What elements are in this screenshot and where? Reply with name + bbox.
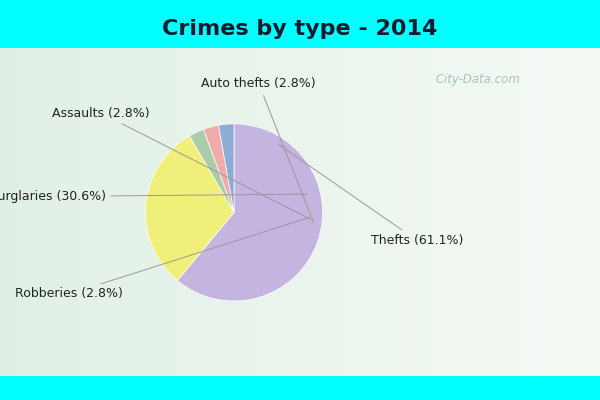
Wedge shape [178,124,323,301]
Text: Assaults (2.8%): Assaults (2.8%) [52,107,311,219]
Text: Robberies (2.8%): Robberies (2.8%) [16,218,309,300]
Text: Burglaries (30.6%): Burglaries (30.6%) [0,190,307,203]
Wedge shape [203,125,234,212]
Wedge shape [218,124,234,212]
Wedge shape [190,129,234,212]
Text: Thefts (61.1%): Thefts (61.1%) [278,144,464,247]
Wedge shape [145,136,234,280]
Text: City-Data.com: City-Data.com [432,74,520,86]
Text: Crimes by type - 2014: Crimes by type - 2014 [163,19,437,39]
Text: Auto thefts (2.8%): Auto thefts (2.8%) [202,77,316,222]
